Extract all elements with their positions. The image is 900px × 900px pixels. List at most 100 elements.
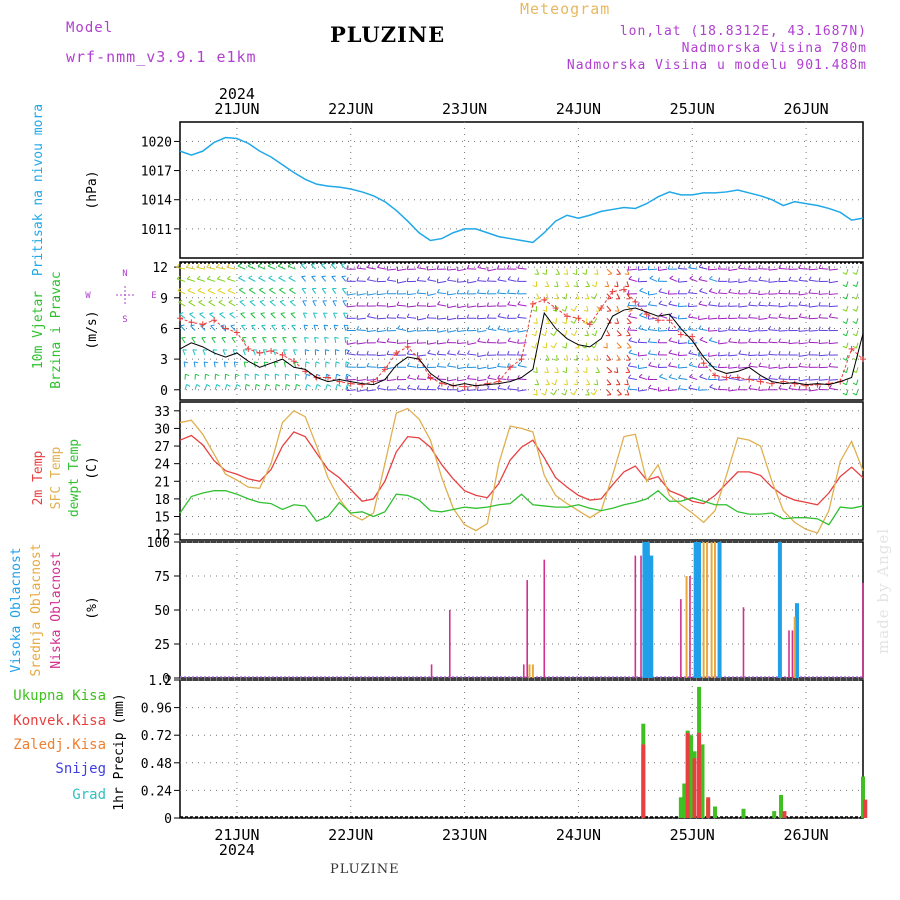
lonlat-text: lon,lat (18.8312E, 43.1687N): [619, 24, 867, 39]
wind-barb-flag: [639, 287, 644, 292]
wind-barb: [293, 349, 296, 356]
wind-barb-flag: [396, 375, 399, 380]
wind-barb-flag: [828, 302, 831, 307]
wind-barb-flag: [386, 385, 389, 391]
wind-barb: [186, 278, 196, 282]
wind-barb: [668, 340, 678, 344]
wind-barb: [221, 337, 226, 344]
wind-barb: [808, 305, 818, 308]
wind-ytick-label: 6: [160, 322, 168, 337]
wind-barb: [626, 342, 632, 348]
wind-barb: [261, 325, 266, 331]
wind-barb: [180, 325, 186, 331]
wind-barb-flag: [306, 373, 311, 377]
wind-barb-flag: [607, 371, 613, 374]
wind-barb-flag: [386, 350, 390, 355]
wind-barb: [606, 354, 612, 361]
wind-barb-flag: [416, 289, 420, 294]
top-date-label: 26JUN: [784, 100, 829, 118]
wind-barb-flag: [486, 302, 489, 307]
cloud-bar-1: [685, 576, 688, 678]
wind-barb: [457, 317, 467, 320]
wind-barb: [699, 290, 708, 295]
wind-barb: [250, 313, 256, 319]
wind-barb: [688, 329, 698, 331]
cloud-bar-2: [680, 599, 682, 678]
wind-barb-flag: [677, 363, 680, 369]
wind-barb: [709, 278, 718, 282]
wind-barb-flag: [758, 375, 761, 380]
wind-barb: [586, 293, 590, 300]
wind-barb-flag: [264, 361, 269, 364]
wind-barb: [678, 305, 688, 308]
wind-barb-flag: [717, 376, 720, 381]
wind-barb: [335, 384, 338, 390]
wind-barb-flag: [788, 314, 791, 320]
wind-barb-flag: [798, 362, 802, 367]
wind-barb: [280, 313, 286, 319]
precip-bar-1: [706, 797, 711, 818]
cloud-bar-0: [693, 542, 698, 678]
wind-barb: [347, 342, 356, 345]
model-name: wrf-nmm_v3.9.1 e1km: [66, 48, 257, 66]
wind-barb: [758, 293, 768, 296]
wind-barb-flag: [738, 289, 741, 295]
wind-barb: [201, 337, 206, 344]
wind-barb: [593, 389, 598, 396]
wind-barb-flag: [356, 315, 359, 320]
wind-barb-flag: [356, 350, 359, 355]
wind-barb-flag: [738, 338, 741, 344]
cloud-bar-0: [697, 542, 702, 678]
wind-barb: [192, 349, 196, 356]
precip-bar-0: [689, 735, 694, 818]
wind-barb-flag: [562, 321, 567, 325]
wind-barb-flag: [289, 287, 294, 291]
wind-barb: [187, 290, 196, 295]
wind-barb: [259, 301, 266, 307]
wind-barb-flag: [542, 272, 547, 276]
wind-barb-flag: [554, 371, 559, 374]
wind-barb-flag: [186, 275, 191, 280]
wind-barb: [855, 281, 859, 287]
wind-barb: [447, 279, 457, 282]
wind-barb-flag: [842, 392, 847, 396]
wind-barb: [345, 384, 348, 390]
wind-barb-flag: [808, 327, 811, 332]
wind-barb: [407, 329, 417, 333]
wind-barb-flag: [551, 321, 557, 325]
wind-barb: [778, 305, 788, 308]
wind-barb: [718, 329, 728, 333]
wind-barb: [343, 312, 347, 319]
wind-barb-flag: [306, 384, 311, 387]
wind-barb: [639, 314, 648, 319]
wind-barb: [437, 317, 447, 320]
wind-barb-flag: [614, 285, 619, 288]
temperature-frame: [179, 401, 864, 541]
wind-barb-flag: [677, 264, 681, 269]
wind-barb-flag: [396, 301, 400, 306]
wind-barb-flag: [648, 362, 652, 366]
wind-barb: [778, 267, 788, 270]
wind-barb-flag: [457, 350, 460, 355]
temp-ytick-label: 21: [154, 475, 170, 490]
wind-barb: [678, 317, 688, 320]
pressure-ytick-label: 1011: [141, 223, 172, 238]
wind-barb-flag: [768, 325, 771, 330]
wind-barb: [728, 291, 738, 295]
wind-barb: [586, 305, 589, 312]
wind-barb: [748, 292, 758, 295]
wind-barb: [207, 278, 216, 282]
wind-barb-flag: [541, 392, 546, 396]
top-date-label: 21JUN: [214, 100, 259, 118]
wind-barb-flag: [778, 277, 781, 282]
wind-barb: [689, 376, 698, 381]
wind-barb-flag: [758, 386, 760, 391]
wind-barb-flag: [209, 312, 214, 315]
wind-barb: [778, 341, 788, 344]
precip-ytick-label: 0.72: [141, 729, 172, 744]
wind-barb-flag: [708, 337, 713, 341]
wind-barb: [596, 354, 599, 361]
wind-barb-flag: [236, 384, 241, 387]
wind-barb-flag: [550, 332, 555, 337]
wind-barb: [616, 281, 619, 287]
